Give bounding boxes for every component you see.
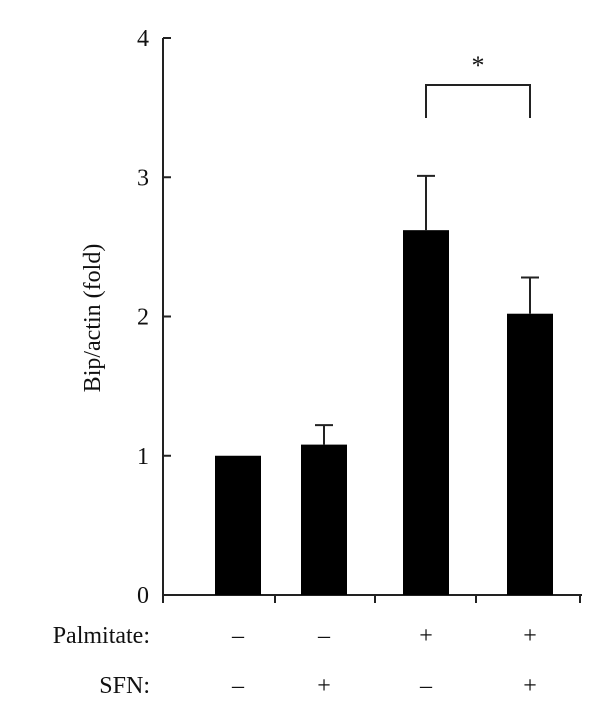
error-bars: [315, 174, 539, 445]
condition-sign: +: [317, 673, 331, 699]
y-tick-label: 0: [137, 583, 149, 609]
y-axis-title: Bip/actin (fold): [80, 244, 106, 393]
bar: [403, 230, 449, 596]
bar-series: [215, 230, 553, 596]
condition-sign: –: [317, 623, 331, 649]
condition-sign: –: [231, 673, 245, 699]
y-tick-label: 2: [137, 305, 149, 331]
condition-sign: +: [523, 673, 537, 699]
x-axis: [162, 594, 582, 603]
y-tick-label: 3: [137, 165, 149, 191]
condition-sign: +: [523, 623, 537, 649]
significance-label: *: [472, 51, 485, 80]
significance-bracket: [425, 84, 531, 118]
condition-sign: –: [231, 623, 245, 649]
condition-table: Palmitate: – – + + SFN: – + – +: [53, 623, 537, 699]
condition-sign: +: [419, 623, 433, 649]
bar: [301, 444, 347, 595]
y-axis: 0 1 2 3 4: [137, 26, 171, 609]
bar: [507, 313, 553, 595]
significance-annotation: *: [425, 51, 531, 118]
y-tick-label: 4: [137, 26, 149, 52]
condition-sign: –: [419, 673, 433, 699]
condition-row-label: Palmitate:: [53, 623, 150, 649]
condition-row-label: SFN:: [99, 673, 150, 699]
y-tick-label: 1: [137, 444, 149, 470]
bar: [215, 455, 261, 595]
